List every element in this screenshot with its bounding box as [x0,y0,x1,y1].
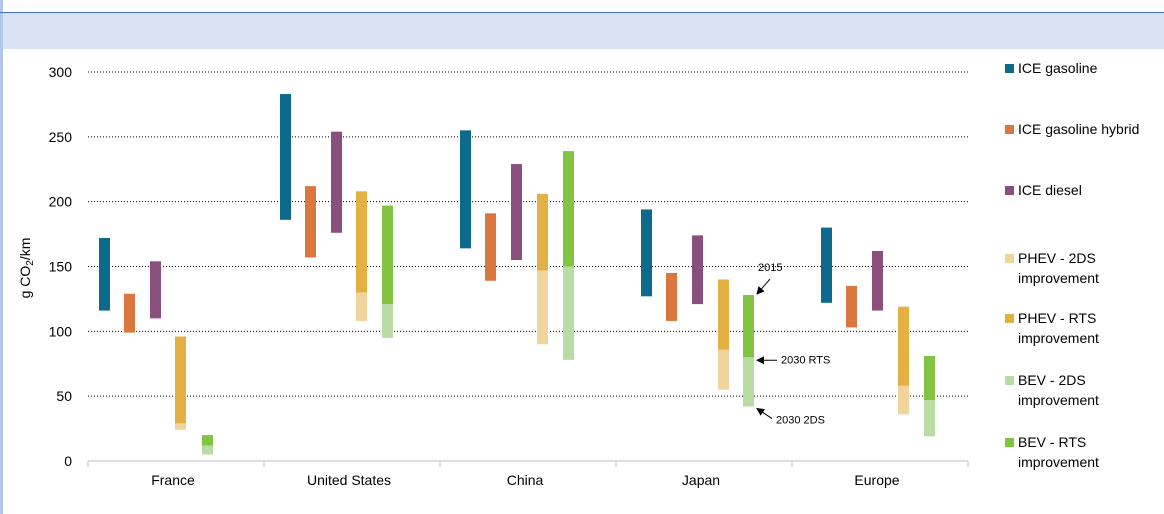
legend-swatch [1005,438,1014,447]
legend-swatch [1005,125,1014,134]
y-tick-label: 300 [49,64,73,80]
y-axis-label-tail: /km [17,238,33,261]
bar-ice-diesel-europe [872,250,883,311]
bar-bev-rts-improvement-united-states [382,205,393,305]
legend-label: PHEV - RTS improvement [1018,310,1099,346]
annotation-label: 2030 2DS [776,415,825,427]
data-bars [99,94,935,455]
bar-ice-gasoline-hybrid-united-states [305,186,316,258]
bar-phev-rts-improvement-china [537,193,548,271]
legend-label: ICE gasoline hybrid [1018,121,1140,137]
annotation-label: 2015 [758,262,782,274]
bar-ice-gasoline-hybrid-europe [846,285,857,328]
bar-ice-diesel-united-states [331,131,342,233]
bar-ice-gasoline-japan [641,209,652,297]
legend-label: ICE diesel [1018,182,1082,198]
header-band [3,13,1164,49]
bar-ice-diesel-japan [692,235,703,305]
legend-label: ICE gasoline [1018,60,1098,76]
legend-label: PHEV - 2DS improvement [1018,250,1099,286]
bar-bev-2ds-improvement-france [202,445,213,455]
top-rule [0,12,1164,13]
legend-swatch [1005,64,1014,73]
bar-bev-2ds-improvement-china [563,266,574,360]
x-tick-label: France [151,472,195,488]
y-tick-label: 200 [49,194,73,210]
bar-phev-rts-improvement-europe [898,306,909,386]
legend-label: BEV - RTS improvement [1018,434,1099,470]
bar-phev-2ds-improvement-europe [898,385,909,415]
annotations: 2015 2030 RTS 2030 2DS [756,262,830,427]
bar-bev-rts-improvement-france [202,435,213,446]
bar-bev-2ds-improvement-united-states [382,304,393,338]
y-axis-label-main: g CO [17,266,33,299]
y-tick-label: 150 [49,259,73,275]
bar-ice-gasoline-hybrid-france [124,293,135,333]
annotation-arrow [756,278,771,295]
y-tick-label: 250 [49,129,73,145]
annotation-arrow [756,407,773,419]
bar-phev-2ds-improvement-united-states [356,292,367,321]
bar-phev-2ds-improvement-japan [718,349,729,390]
gridlines [88,71,968,397]
x-tick-label: China [507,472,544,488]
legend-swatch [1005,314,1014,323]
y-tick-label: 0 [64,453,72,469]
bar-ice-gasoline-europe [821,227,832,303]
x-tick-label: Europe [854,472,899,488]
bar-bev-2ds-improvement-europe [924,400,935,437]
bar-phev-rts-improvement-france [175,336,186,424]
bar-bev-2ds-improvement-japan [743,357,754,407]
annotation-label: 2030 RTS [781,354,830,366]
y-axis-label: g CO2/km [17,238,36,299]
bar-phev-2ds-improvement-china [537,270,548,345]
legend-label: BEV - 2DS improvement [1018,372,1099,408]
legend-swatch [1005,254,1014,263]
bar-ice-gasoline-hybrid-china [485,213,496,281]
legend-swatch [1005,376,1014,385]
bar-phev-rts-improvement-japan [718,279,729,350]
bar-phev-2ds-improvement-france [175,423,186,430]
bar-ice-gasoline-china [460,130,471,249]
bar-ice-gasoline-united-states [280,94,291,220]
axes: 0 50 100 150 200 250 300 France United States Chi… [49,64,969,488]
x-tick-label: United States [307,472,391,488]
chart-area: 0 50 100 150 200 250 300 France United States Chi… [17,64,969,488]
bar-bev-rts-improvement-europe [924,355,935,401]
y-axis-label-subscript: 2 [25,260,36,266]
bar-ice-diesel-france [150,261,161,319]
bar-phev-rts-improvement-united-states [356,191,367,293]
y-tick-label: 100 [49,323,73,339]
bar-ice-gasoline-hybrid-japan [666,272,677,321]
bar-bev-rts-improvement-china [563,151,574,267]
bar-bev-rts-improvement-japan [743,295,754,358]
legend-swatch [1005,186,1014,195]
bar-ice-diesel-china [511,164,522,261]
x-tick-label: Japan [682,472,720,488]
bar-ice-gasoline-france [99,237,110,311]
y-tick-label: 50 [56,388,72,404]
